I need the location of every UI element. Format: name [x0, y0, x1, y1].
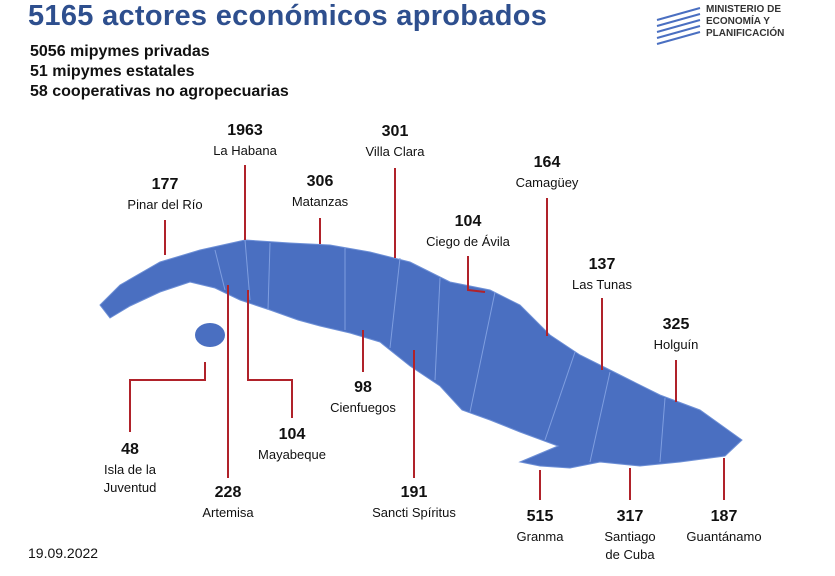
province-label: 306 Matanzas — [250, 171, 390, 211]
border — [659, 397, 666, 463]
logo-stripe — [656, 13, 701, 27]
border — [589, 371, 611, 463]
province-name: Villa Clara — [365, 144, 425, 159]
province-count: 104 — [278, 426, 306, 443]
leader-line — [129, 362, 206, 432]
province-count: 325 — [662, 316, 690, 333]
isla-de-la-juventud — [195, 323, 225, 347]
summary-line: 51 mipymes estatales — [30, 63, 195, 80]
province-label: 104 Mayabeque — [222, 424, 362, 464]
province-borders — [214, 242, 666, 463]
province-count: 164 — [533, 154, 561, 171]
province-count: 98 — [354, 379, 372, 396]
province-label: 104 Ciego de Ávila — [398, 211, 538, 251]
summary: 5056 mipymes privadas 51 mipymes estatal… — [30, 42, 289, 102]
logo-mark — [656, 7, 701, 45]
summary-line: 5056 mipymes privadas — [30, 43, 210, 60]
province-count: 515 — [526, 508, 554, 525]
border — [389, 257, 401, 349]
cuba-main-island — [99, 239, 743, 469]
province-name: Camagüey — [515, 175, 579, 190]
province-name: Mayabeque — [258, 447, 326, 462]
province-label: 1963 La Habana — [175, 120, 315, 160]
border — [434, 277, 441, 381]
province-name: Isla de la — [103, 462, 157, 477]
province-name: Ciego de Ávila — [426, 234, 510, 249]
border — [469, 291, 496, 413]
logo-text: MINISTERIO DE ECONOMÍA Y PLANIFICACIÓN — [706, 4, 784, 40]
province-count: 48 — [121, 441, 139, 458]
logo-stripe — [656, 25, 701, 39]
logo-stripe — [656, 31, 701, 45]
province-count: 191 — [400, 484, 428, 501]
logo-line: MINISTERIO DE — [706, 4, 782, 15]
province-label: 98 Cienfuegos — [293, 377, 433, 417]
border — [267, 242, 271, 311]
province-count: 187 — [710, 508, 738, 525]
province-name: Santiago — [604, 529, 656, 544]
logo-line: PLANIFICACIÓN — [706, 28, 785, 39]
province-name: Sancti Spíritus — [372, 505, 456, 520]
province-label: 228 Artemisa — [158, 482, 298, 522]
province-count: 228 — [214, 484, 242, 501]
province-name: Las Tunas — [572, 277, 632, 292]
province-label: 187 Guantánamo — [654, 506, 794, 546]
province-border — [244, 239, 251, 301]
province-label: 137 Las Tunas — [532, 254, 672, 294]
province-label: 164 Camagüey — [477, 152, 617, 192]
summary-line: 58 cooperativas no agropecuarias — [30, 83, 289, 100]
date: 19.09.2022 — [28, 545, 99, 561]
logo-line: ECONOMÍA Y — [706, 16, 770, 27]
province-name: de Cuba — [605, 547, 655, 562]
province-name: La Habana — [213, 143, 277, 158]
logo-stripe — [656, 19, 701, 33]
province-count: 301 — [381, 123, 409, 140]
province-label: 191 Sancti Spíritus — [344, 482, 484, 522]
province-label: 325 Holguín — [606, 314, 746, 354]
province-count: 306 — [306, 173, 334, 190]
province-label: 177 Pinar del Río — [95, 174, 235, 214]
province-name: Holguín — [653, 337, 699, 352]
province-count: 1963 — [227, 122, 263, 139]
province-name: Granma — [516, 529, 564, 544]
province-count: 317 — [616, 508, 644, 525]
leader-line — [467, 256, 486, 293]
province-name: Pinar del Río — [127, 197, 203, 212]
province-name: Matanzas — [291, 194, 349, 209]
province-name: Artemisa — [202, 505, 254, 520]
province-label: 317 Santiago de Cuba — [560, 506, 700, 564]
border — [544, 351, 576, 441]
province-name: Guantánamo — [686, 529, 762, 544]
logo-stripe — [656, 7, 701, 21]
province-label: 515 Granma — [470, 506, 610, 546]
province-label: 48 Isla de la Juventud — [60, 439, 200, 497]
province-name: Cienfuegos — [330, 400, 396, 415]
border — [214, 249, 226, 291]
province-count: 137 — [588, 256, 616, 273]
province-label: 301 Villa Clara — [325, 121, 465, 161]
leader-lines — [129, 165, 725, 500]
province-count: 104 — [454, 213, 482, 230]
province-count: 177 — [151, 176, 179, 193]
province-name: Juventud — [103, 480, 157, 495]
title: 5165 actores económicos aprobados — [28, 0, 548, 32]
leader-line — [247, 290, 293, 418]
